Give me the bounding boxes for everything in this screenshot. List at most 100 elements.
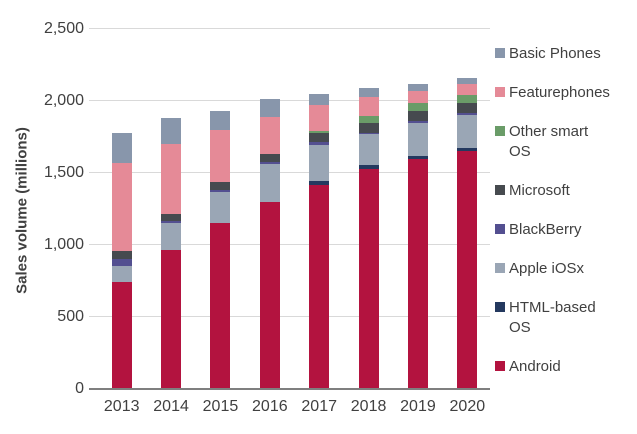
bar-segment-basic-phones bbox=[259, 98, 280, 117]
bar-segment-html-based-os bbox=[457, 147, 478, 152]
bar-segment-android bbox=[161, 250, 182, 389]
legend-swatch-icon bbox=[495, 224, 505, 234]
gridline bbox=[89, 244, 490, 245]
bar-segment-featurephones bbox=[309, 104, 330, 131]
bar-segment-microsoft bbox=[111, 250, 132, 260]
y-tick-label: 500 bbox=[57, 308, 84, 325]
bar-2013 bbox=[111, 133, 132, 389]
bar-segment-apple-iosx bbox=[259, 164, 280, 202]
bar-segment-android bbox=[111, 282, 132, 389]
legend-label: Other smart OS bbox=[509, 123, 589, 160]
x-tick-label: 2015 bbox=[202, 398, 239, 415]
bar-2020 bbox=[457, 78, 478, 389]
legend-label: Basic Phones bbox=[509, 45, 601, 62]
legend-swatch-icon bbox=[495, 48, 505, 58]
bar-segment-html-based-os bbox=[309, 180, 330, 185]
bar-segment-blackberry bbox=[259, 162, 280, 165]
bar-2016 bbox=[259, 98, 280, 389]
bar-segment-android bbox=[210, 223, 231, 389]
bar-2018 bbox=[358, 88, 379, 389]
bar-segment-basic-phones bbox=[111, 133, 132, 163]
bar-segment-microsoft bbox=[407, 111, 428, 122]
x-axis-line bbox=[89, 388, 490, 390]
bar-segment-featurephones bbox=[358, 97, 379, 117]
bar-segment-featurephones bbox=[210, 129, 231, 183]
gridline bbox=[89, 316, 490, 317]
bar-segment-blackberry bbox=[161, 221, 182, 224]
bar-segment-featurephones bbox=[407, 90, 428, 104]
x-tick-label: 2018 bbox=[350, 398, 387, 415]
legend: Basic Phones Featurephones Other smart OS M… bbox=[495, 44, 637, 377]
legend-item-android: Android bbox=[495, 357, 637, 377]
legend-item-basic-phones: Basic Phones bbox=[495, 44, 637, 64]
bar-segment-blackberry bbox=[407, 121, 428, 124]
legend-item-html-based-os: HTML-based OS bbox=[495, 298, 637, 338]
gridline bbox=[89, 28, 490, 29]
bar-segment-apple-iosx bbox=[161, 223, 182, 251]
legend-swatch-icon bbox=[495, 263, 505, 273]
x-tick-label: 2014 bbox=[153, 398, 189, 415]
bar-segment-apple-iosx bbox=[309, 144, 330, 181]
bar-segment-basic-phones bbox=[457, 78, 478, 84]
bar-segment-blackberry bbox=[210, 190, 231, 193]
bar-segment-featurephones bbox=[259, 116, 280, 154]
legend-label: HTML-based OS bbox=[509, 299, 596, 336]
bar-segment-android bbox=[457, 151, 478, 389]
bar-segment-android bbox=[309, 184, 330, 389]
legend-label: BlackBerry bbox=[509, 221, 582, 238]
y-tick-label: 1,500 bbox=[43, 164, 84, 181]
legend-item-microsoft: Microsoft bbox=[495, 181, 637, 201]
bar-segment-blackberry bbox=[111, 259, 132, 266]
bar-segment-apple-iosx bbox=[210, 192, 231, 224]
bar-segment-html-based-os bbox=[407, 155, 428, 160]
bar-segment-microsoft bbox=[161, 214, 182, 222]
legend-swatch-icon bbox=[495, 87, 505, 97]
bar-segment-other-smart-os bbox=[309, 130, 330, 134]
bar-segment-basic-phones bbox=[358, 88, 379, 98]
gridline bbox=[89, 172, 490, 173]
x-tick-label: 2013 bbox=[103, 398, 140, 415]
legend-label: Android bbox=[509, 358, 561, 375]
y-tick-label: 0 bbox=[75, 380, 84, 397]
legend-label: Microsoft bbox=[509, 182, 570, 199]
bar-segment-apple-iosx bbox=[457, 115, 478, 148]
bar-segment-basic-phones bbox=[161, 118, 182, 144]
x-tick-label: 2017 bbox=[301, 398, 337, 415]
bar-segment-microsoft bbox=[457, 103, 478, 114]
bar-segment-microsoft bbox=[358, 123, 379, 133]
gridline bbox=[89, 100, 490, 101]
bar-segment-other-smart-os bbox=[407, 103, 428, 112]
bar-segment-android bbox=[259, 201, 280, 389]
bar-segment-microsoft bbox=[259, 153, 280, 163]
y-tick-label: 1,000 bbox=[43, 236, 84, 253]
x-tick-label: 2019 bbox=[400, 398, 436, 415]
bar-segment-html-based-os bbox=[358, 165, 379, 170]
bar-segment-blackberry bbox=[457, 113, 478, 116]
bar-segment-blackberry bbox=[358, 132, 379, 135]
legend-item-featurephones: Featurephones bbox=[495, 83, 637, 103]
legend-item-blackberry: BlackBerry bbox=[495, 220, 637, 240]
x-tick-label: 2016 bbox=[252, 398, 288, 415]
bar-segment-basic-phones bbox=[210, 111, 231, 130]
bar-segment-apple-iosx bbox=[111, 265, 132, 283]
bar-segment-basic-phones bbox=[407, 83, 428, 91]
bar-segment-microsoft bbox=[210, 182, 231, 191]
bar-segment-android bbox=[358, 169, 379, 389]
bar-2019 bbox=[407, 83, 428, 389]
bar-segment-other-smart-os bbox=[358, 116, 379, 124]
y-tick-label: 2,000 bbox=[43, 92, 84, 109]
legend-item-other-smart-os: Other smart OS bbox=[495, 122, 637, 162]
bar-segment-featurephones bbox=[111, 162, 132, 251]
plot-area bbox=[89, 28, 490, 390]
legend-swatch-icon bbox=[495, 126, 505, 136]
bar-segment-microsoft bbox=[309, 133, 330, 143]
legend-swatch-icon bbox=[495, 361, 505, 371]
legend-swatch-icon bbox=[495, 185, 505, 195]
bar-segment-featurephones bbox=[161, 143, 182, 215]
legend-label: Apple iOSx bbox=[509, 260, 585, 277]
legend-swatch-icon bbox=[495, 302, 505, 312]
bar-segment-apple-iosx bbox=[358, 134, 379, 166]
bar-segment-other-smart-os bbox=[457, 95, 478, 104]
bar-2017 bbox=[309, 93, 330, 389]
